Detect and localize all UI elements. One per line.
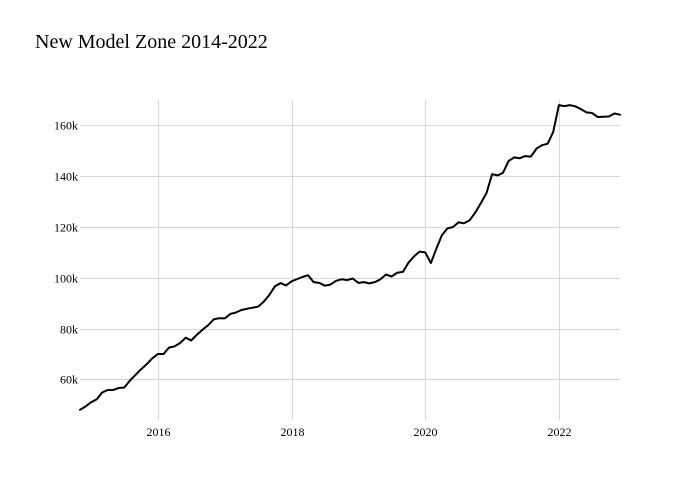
x-tick-labels: 2016 2018 2020 2022 [147,425,572,439]
x-tick-label: 2022 [548,425,572,439]
x-tick-label: 2018 [281,425,305,439]
y-tick-label: 60k [60,373,78,387]
y-gridlines [80,125,620,380]
x-gridlines [158,100,560,420]
y-tick-label: 140k [54,170,78,184]
series-group [79,104,621,411]
series-line [79,104,621,411]
y-tick-label: 100k [54,272,78,286]
y-tick-labels: 60k 80k 100k 120k 140k 160k [54,119,78,387]
x-tick-label: 2020 [414,425,438,439]
y-tick-label: 160k [54,119,78,133]
y-tick-label: 80k [60,323,78,337]
x-tick-label: 2016 [147,425,171,439]
y-tick-label: 120k [54,221,78,235]
chart-title: New Model Zone 2014-2022 [35,31,268,53]
